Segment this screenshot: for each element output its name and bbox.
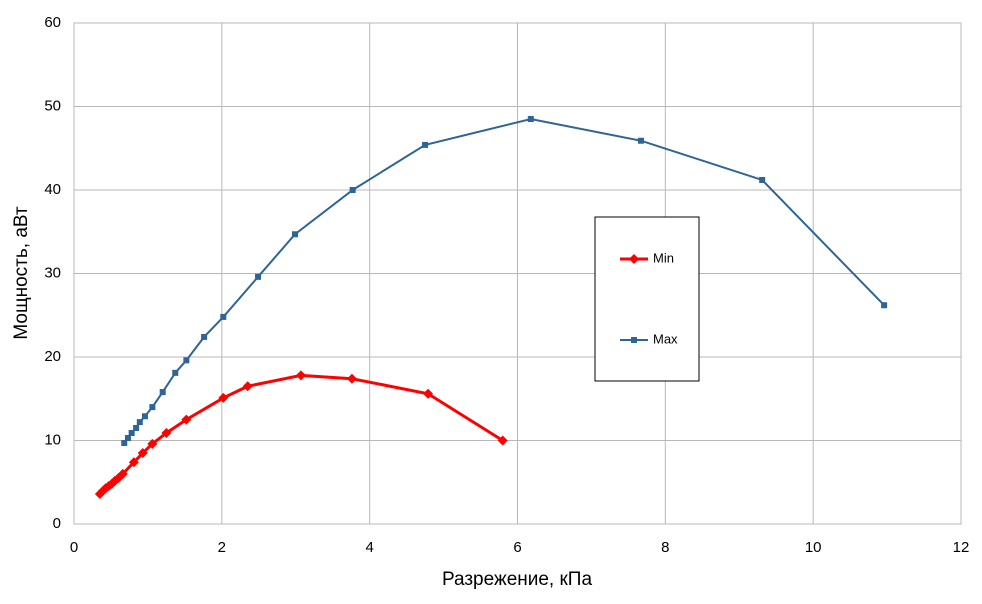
data-point <box>242 381 253 392</box>
legend-label: Min <box>653 250 674 265</box>
y-tick-label: 40 <box>44 181 61 198</box>
data-point <box>423 388 434 399</box>
x-tick-label: 2 <box>218 539 226 556</box>
y-tick-label: 10 <box>44 431 61 448</box>
data-point <box>292 231 299 238</box>
x-tick-label: 4 <box>365 539 373 556</box>
data-point <box>147 438 158 449</box>
data-point <box>161 427 172 438</box>
data-point <box>181 414 192 425</box>
y-axis-title: Мощность, аВт <box>11 206 32 340</box>
x-tick-label: 12 <box>953 539 970 556</box>
data-point <box>137 448 148 459</box>
data-point <box>149 404 156 411</box>
data-point <box>255 273 262 280</box>
data-point <box>881 302 888 309</box>
x-tick-label: 8 <box>661 539 669 556</box>
y-tick-label: 50 <box>44 97 61 114</box>
x-tick-label: 10 <box>805 539 822 556</box>
data-point <box>172 369 179 376</box>
data-point <box>759 176 766 183</box>
data-point <box>422 141 429 148</box>
data-point <box>220 313 227 320</box>
data-point <box>159 389 166 396</box>
data-point <box>349 187 356 193</box>
legend-box <box>594 216 700 382</box>
data-point <box>124 434 131 441</box>
legend-marker <box>629 254 639 264</box>
x-axis-title: Разрежение, кПа <box>442 569 593 590</box>
data-point <box>346 373 357 384</box>
y-tick-label: 20 <box>44 348 61 365</box>
data-point <box>117 468 128 479</box>
legend-marker <box>631 337 637 343</box>
data-point <box>637 137 644 144</box>
legend-label: Max <box>653 331 678 346</box>
y-tick-label: 30 <box>44 264 61 281</box>
data-point <box>141 413 148 420</box>
data-point <box>201 333 208 340</box>
data-point <box>527 116 534 123</box>
data-point <box>121 440 128 447</box>
data-point <box>183 357 190 364</box>
data-point <box>497 435 508 446</box>
x-tick-label: 0 <box>70 539 78 556</box>
data-point <box>295 370 306 381</box>
y-tick-label: 60 <box>44 14 61 31</box>
data-point <box>128 457 139 468</box>
legend: Min Max <box>594 216 700 382</box>
data-point <box>136 419 143 426</box>
data-point <box>128 429 135 436</box>
data-point <box>218 392 229 403</box>
y-tick-label: 0 <box>53 515 61 532</box>
x-tick-label: 6 <box>513 539 521 556</box>
data-point <box>133 424 140 431</box>
